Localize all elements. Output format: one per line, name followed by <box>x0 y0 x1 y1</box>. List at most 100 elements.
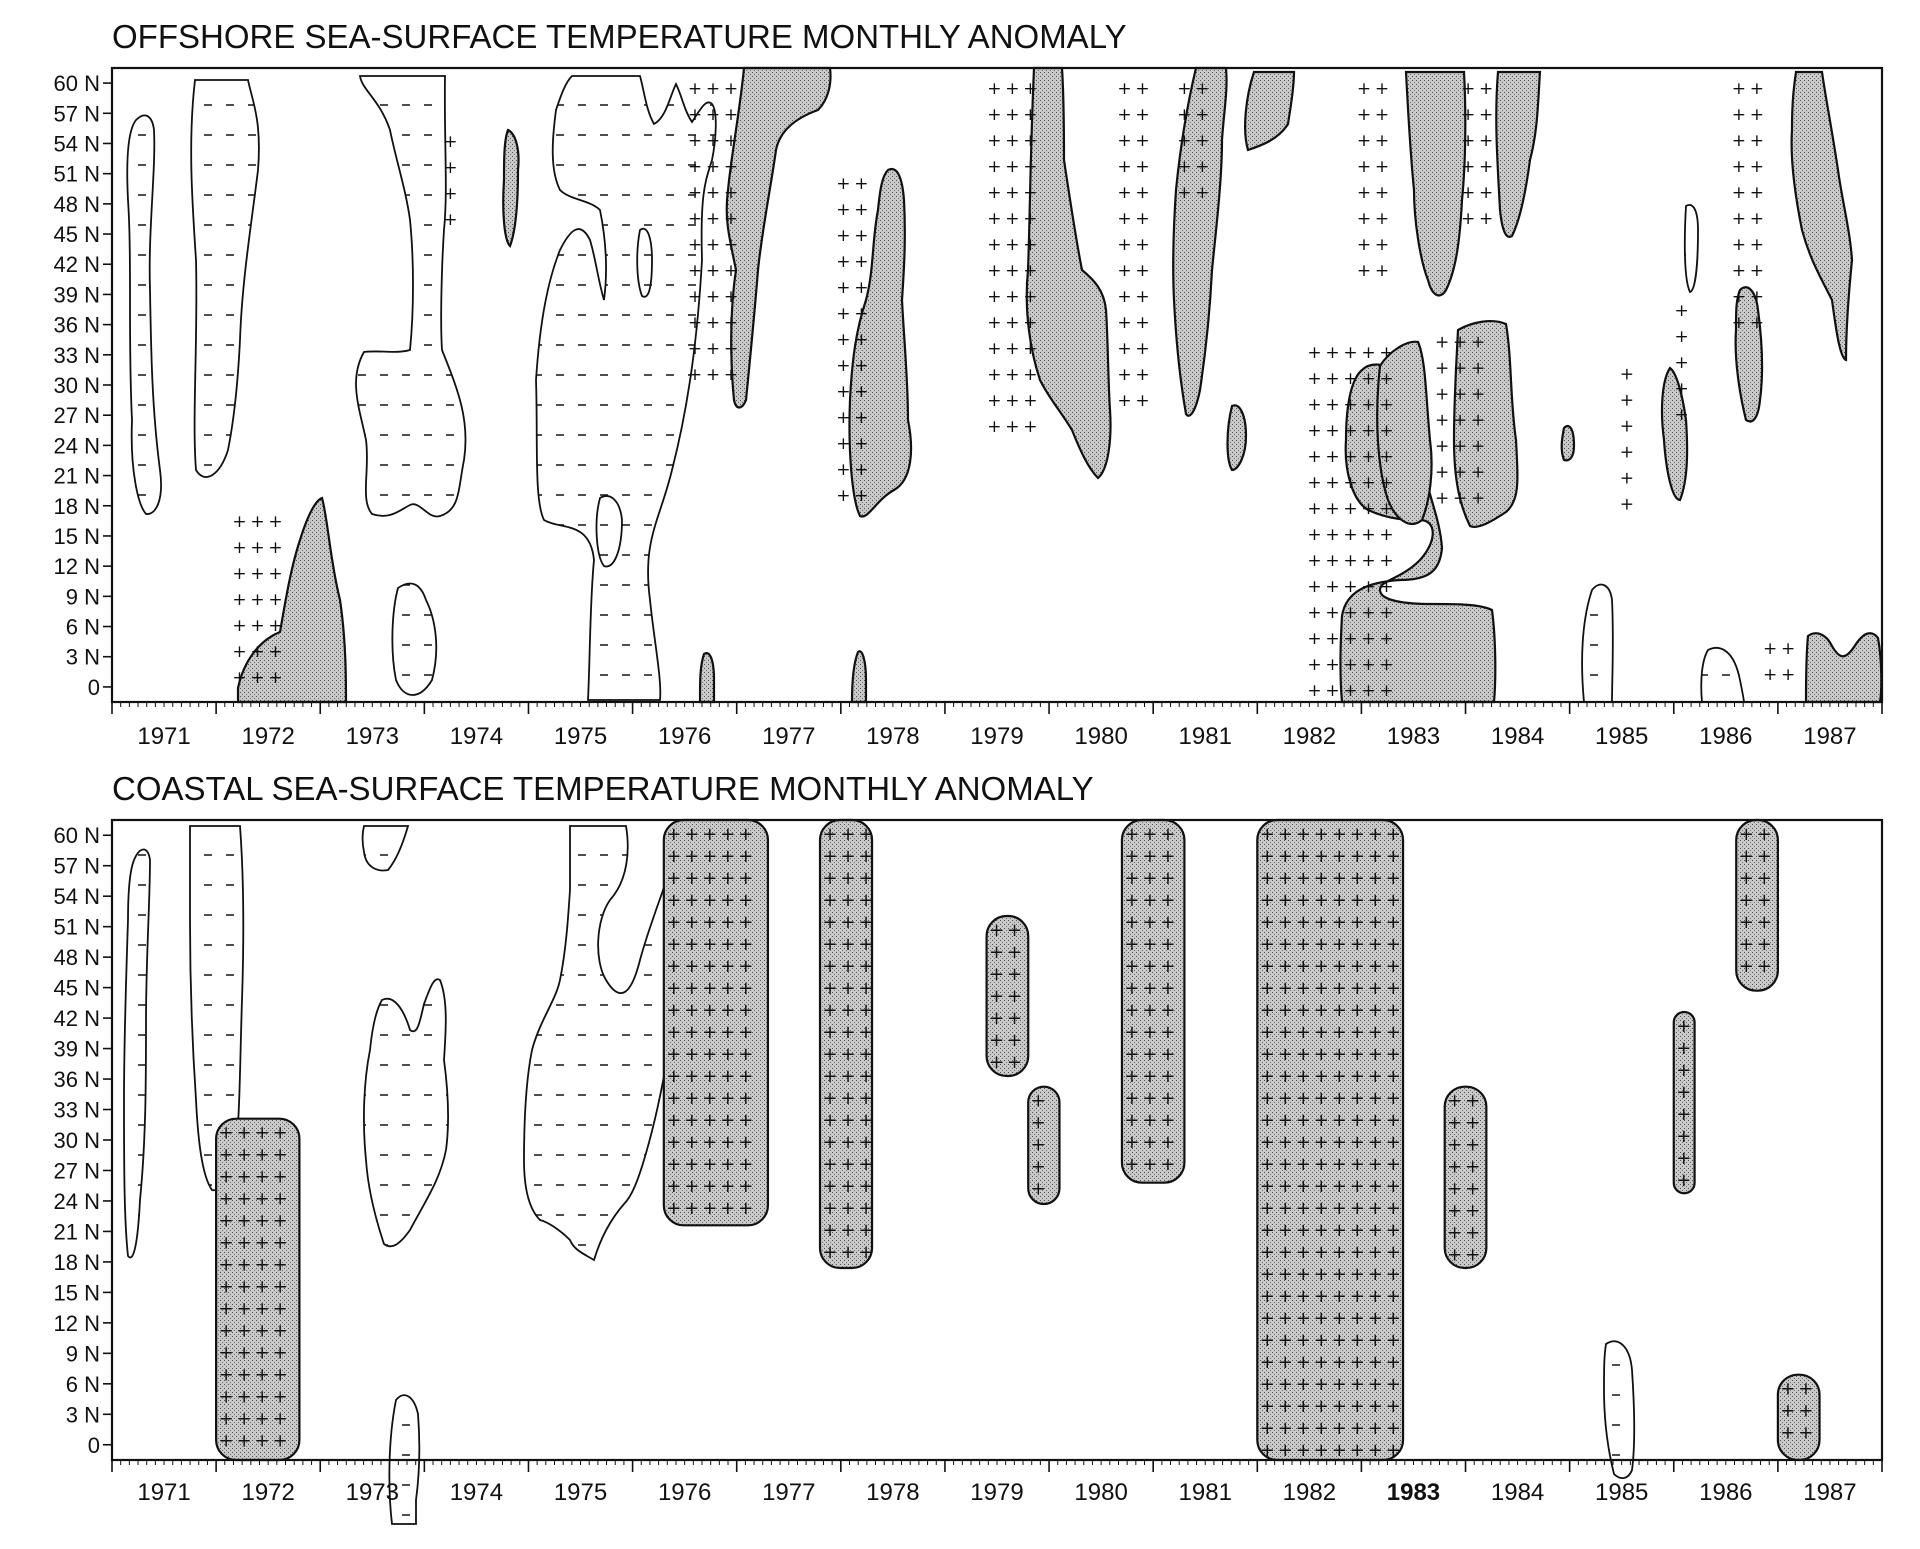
plus-mark: + <box>720 1154 735 1175</box>
plus-mark: + <box>666 934 681 955</box>
plus-mark: + <box>1343 525 1357 545</box>
plus-mark: + <box>666 1176 681 1197</box>
plus-mark: + <box>1332 1418 1347 1439</box>
plus-mark: + <box>1732 209 1746 229</box>
y-tick-label: 9 N <box>66 584 100 609</box>
coastal-positive-region <box>1443 1085 1488 1270</box>
plus-mark: + <box>273 1299 288 1320</box>
plus-mark: + <box>720 1044 735 1065</box>
offshore-positive-region <box>1734 286 1764 423</box>
plus-mark: + <box>1750 183 1764 203</box>
plus-mark: + <box>688 313 702 333</box>
plus-mark: + <box>1260 1286 1275 1307</box>
plus-mark: + <box>720 1198 735 1219</box>
plus-mark: + <box>1135 391 1149 411</box>
plus-mark: + <box>255 1365 270 1386</box>
offshore-negative-region <box>355 75 467 518</box>
plus-mark: + <box>250 616 264 636</box>
plus-mark: + <box>822 1088 837 1109</box>
plus-mark: + <box>854 304 868 324</box>
plus-mark: + <box>1332 1044 1347 1065</box>
plus-mark: + <box>1314 1264 1329 1285</box>
plus-mark: + <box>989 942 1004 963</box>
y-tick-label: 54 N <box>54 884 100 909</box>
plus-mark: + <box>1332 1000 1347 1021</box>
plus-mark: + <box>666 1132 681 1153</box>
plus-mark: + <box>1278 978 1293 999</box>
plus-mark: + <box>1386 934 1401 955</box>
plus-mark: + <box>720 1132 735 1153</box>
plus-mark: + <box>1325 681 1339 701</box>
plus-mark: + <box>1007 986 1022 1007</box>
plus-mark: + <box>1296 890 1311 911</box>
plus-mark: + <box>706 157 720 177</box>
plus-mark: + <box>1278 1088 1293 1109</box>
plus-mark: + <box>1386 824 1401 845</box>
plus-mark: + <box>1007 1008 1022 1029</box>
plus-mark: + <box>1368 1132 1383 1153</box>
x-tick-label: 1983 <box>1387 723 1440 750</box>
x-tick-label: 1982 <box>1283 723 1336 750</box>
plus-mark: + <box>822 1022 837 1043</box>
plus-mark: + <box>1386 978 1401 999</box>
plus-mark: + <box>1386 868 1401 889</box>
plus-mark: + <box>237 1431 252 1452</box>
offshore-positive-region <box>1172 66 1228 417</box>
plus-mark: + <box>1296 1264 1311 1285</box>
plus-mark: + <box>822 890 837 911</box>
plus-mark: + <box>1142 1022 1157 1043</box>
plus-mark: + <box>684 912 699 933</box>
plus-mark: + <box>720 1022 735 1043</box>
plus-mark: + <box>1350 1220 1365 1241</box>
plus-mark: + <box>1471 437 1485 457</box>
x-tick-label: 1975 <box>554 723 607 750</box>
plus-mark: + <box>1739 890 1754 911</box>
plus-mark: + <box>702 1176 717 1197</box>
plus-mark: + <box>1676 1016 1691 1037</box>
plus-mark: + <box>688 365 702 385</box>
plus-mark: + <box>720 1000 735 1021</box>
plus-mark: + <box>268 668 282 688</box>
y-tick-label: 15 N <box>54 524 100 549</box>
x-tick-label: 1987 <box>1803 723 1856 750</box>
plus-mark: + <box>1307 551 1321 571</box>
plus-mark: + <box>822 1198 837 1219</box>
plus-mark: + <box>1368 1242 1383 1263</box>
plus-mark: + <box>858 868 873 889</box>
plus-mark: + <box>702 846 717 867</box>
plus-mark: + <box>1278 1330 1293 1351</box>
plus-mark: + <box>1763 665 1777 685</box>
plus-mark: + <box>822 1176 837 1197</box>
plus-mark: + <box>836 356 850 376</box>
plus-mark: + <box>1368 956 1383 977</box>
plus-mark: + <box>237 1233 252 1254</box>
plus-mark: + <box>702 824 717 845</box>
x-tick-label: 1987 <box>1803 1479 1856 1506</box>
y-tick-label: 36 N <box>54 313 100 338</box>
plus-mark: + <box>858 1132 873 1153</box>
plus-mark: + <box>1314 846 1329 867</box>
plus-mark: + <box>1135 183 1149 203</box>
plus-mark: + <box>237 1123 252 1144</box>
plus-mark: + <box>738 912 753 933</box>
plus-mark: + <box>1465 1223 1480 1244</box>
x-tick-label: 1976 <box>658 723 711 750</box>
plus-mark: + <box>1757 956 1772 977</box>
plus-mark: + <box>666 868 681 889</box>
plus-mark: + <box>1781 665 1795 685</box>
offshore-negative-region <box>1700 647 1745 703</box>
x-tick-label: 1981 <box>1179 723 1232 750</box>
plus-mark: + <box>1780 1379 1795 1400</box>
plus-mark: + <box>1278 824 1293 845</box>
plus-mark: + <box>684 1066 699 1087</box>
plus-mark: + <box>1135 209 1149 229</box>
plus-mark: + <box>684 824 699 845</box>
plus-mark: + <box>987 79 1001 99</box>
plus-mark: + <box>1780 1423 1795 1444</box>
plus-mark: + <box>1379 577 1393 597</box>
plus-mark: + <box>1732 313 1746 333</box>
plus-mark: + <box>724 313 738 333</box>
plus-mark: + <box>702 1088 717 1109</box>
plus-mark: + <box>1386 1286 1401 1307</box>
plus-mark: + <box>702 956 717 977</box>
